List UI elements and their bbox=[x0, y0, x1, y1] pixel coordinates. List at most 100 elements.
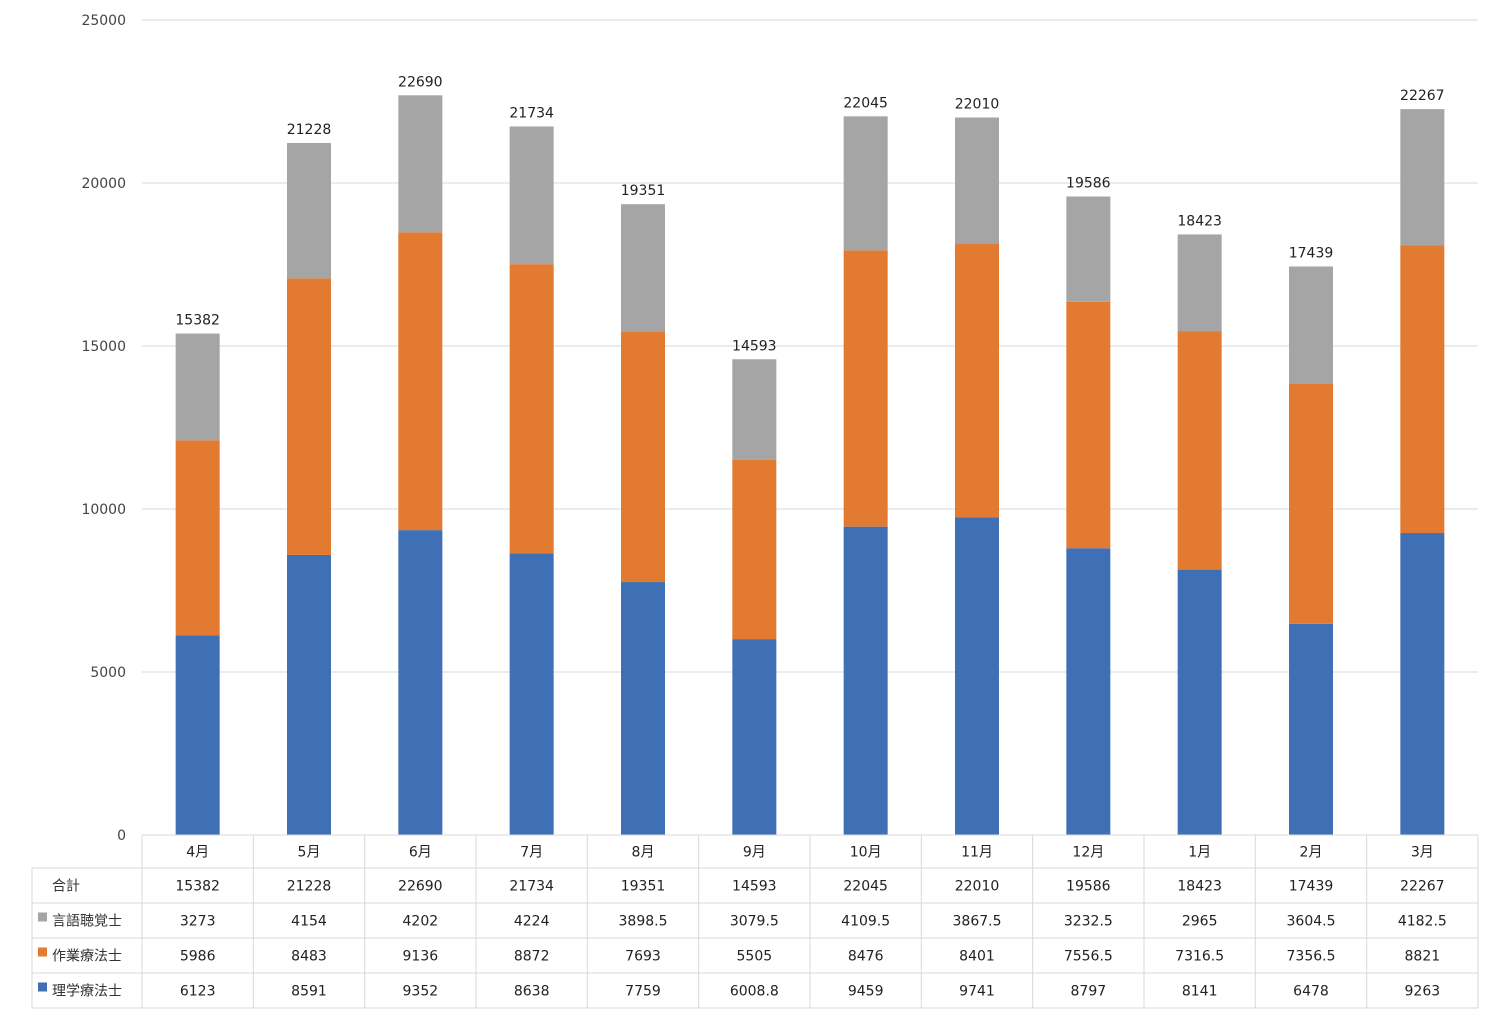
bar-segment bbox=[1289, 266, 1333, 384]
bar-segment bbox=[398, 530, 443, 835]
table-cell: 3898.5 bbox=[619, 914, 668, 930]
table-cell: 8821 bbox=[1405, 949, 1441, 965]
table-cell: 8141 bbox=[1182, 984, 1218, 1000]
table-cell: 3273 bbox=[180, 914, 216, 930]
bar-segment bbox=[1066, 196, 1111, 302]
table-row-label: 合計 bbox=[52, 879, 80, 895]
y-tick-label: 25000 bbox=[81, 13, 126, 29]
category-label: 5月 bbox=[298, 845, 321, 861]
category-label: 11月 bbox=[961, 845, 993, 861]
bar-segment bbox=[1066, 301, 1111, 549]
category-label: 2月 bbox=[1300, 845, 1323, 861]
legend-key bbox=[38, 982, 47, 992]
bar-segment bbox=[1066, 548, 1111, 835]
bars bbox=[175, 95, 1445, 835]
table-cell: 9741 bbox=[959, 984, 995, 1000]
bar-segment bbox=[955, 517, 999, 835]
table-cell: 8591 bbox=[291, 984, 327, 1000]
table-cell: 8476 bbox=[848, 949, 884, 965]
bar-segment bbox=[509, 126, 554, 265]
total-data-label: 22690 bbox=[398, 74, 443, 90]
table-cell: 8872 bbox=[514, 949, 550, 965]
total-data-label: 22045 bbox=[843, 95, 888, 111]
bar-segment bbox=[621, 331, 665, 583]
table-cell: 6008.8 bbox=[730, 984, 779, 1000]
y-axis-tick-labels: 0 5000 10000 15000 20000 25000 bbox=[81, 13, 126, 844]
table-cell: 21734 bbox=[509, 879, 554, 895]
total-data-label: 15382 bbox=[175, 313, 220, 329]
bar-segment bbox=[509, 264, 554, 554]
bar-segment bbox=[732, 459, 777, 640]
bar-segment bbox=[287, 278, 331, 555]
category-label: 7月 bbox=[520, 845, 543, 861]
table-cell: 3867.5 bbox=[953, 914, 1002, 930]
bar-segment bbox=[843, 250, 888, 527]
table-cell: 6478 bbox=[1293, 984, 1329, 1000]
table-cell: 21228 bbox=[287, 879, 332, 895]
table-cell: 8797 bbox=[1071, 984, 1107, 1000]
bar-segment bbox=[1400, 533, 1445, 835]
table-cell: 7693 bbox=[625, 949, 661, 965]
table-cell: 22045 bbox=[843, 879, 888, 895]
table-cell: 22267 bbox=[1400, 879, 1445, 895]
table-cell: 14593 bbox=[732, 879, 777, 895]
y-tick-label: 10000 bbox=[81, 502, 126, 518]
table-cell: 9263 bbox=[1405, 984, 1441, 1000]
table-cell: 2965 bbox=[1182, 914, 1218, 930]
total-data-label: 19351 bbox=[621, 183, 666, 199]
table-cell: 3232.5 bbox=[1064, 914, 1113, 930]
table-cell: 18423 bbox=[1177, 879, 1222, 895]
y-tick-label: 20000 bbox=[81, 176, 126, 192]
bar-segment bbox=[621, 582, 665, 835]
bar-segment bbox=[398, 232, 443, 531]
total-data-label: 19586 bbox=[1066, 175, 1111, 191]
table-cell: 22690 bbox=[398, 879, 443, 895]
bar-segment bbox=[621, 204, 665, 332]
table-cell: 4224 bbox=[514, 914, 550, 930]
total-data-label: 21228 bbox=[287, 122, 332, 138]
table-row-label: 言語聴覚士 bbox=[52, 914, 122, 930]
table-cell: 8483 bbox=[291, 949, 327, 965]
table-cell: 3079.5 bbox=[730, 914, 779, 930]
table-cell: 7759 bbox=[625, 984, 661, 1000]
table-cell: 19351 bbox=[621, 879, 666, 895]
table-cell: 9136 bbox=[403, 949, 439, 965]
category-label: 9月 bbox=[743, 845, 766, 861]
table-cell: 9352 bbox=[403, 984, 439, 1000]
category-label: 8月 bbox=[632, 845, 655, 861]
bar-segment bbox=[287, 142, 331, 279]
y-tick-label: 0 bbox=[117, 828, 126, 844]
total-data-label: 18423 bbox=[1177, 213, 1222, 229]
table-cell: 3604.5 bbox=[1287, 914, 1336, 930]
table-cell: 19586 bbox=[1066, 879, 1111, 895]
legend-key bbox=[38, 947, 47, 957]
gridlines bbox=[142, 19, 1478, 673]
bar-segment bbox=[1177, 569, 1222, 835]
bar-segment bbox=[175, 635, 220, 835]
total-data-label: 14593 bbox=[732, 338, 777, 354]
table-cell: 7316.5 bbox=[1175, 949, 1224, 965]
bar-segment bbox=[955, 117, 999, 244]
table-cell: 7356.5 bbox=[1287, 949, 1336, 965]
total-data-label: 17439 bbox=[1289, 245, 1334, 261]
table-cell: 17439 bbox=[1289, 879, 1334, 895]
table-cell: 5986 bbox=[180, 949, 216, 965]
bar-segment bbox=[175, 440, 220, 636]
table-cell: 8401 bbox=[959, 949, 995, 965]
table-cell: 7556.5 bbox=[1064, 949, 1113, 965]
category-label: 12月 bbox=[1072, 845, 1104, 861]
table-cell: 4154 bbox=[291, 914, 327, 930]
bar-segment bbox=[1400, 109, 1445, 246]
bar-segment bbox=[1177, 234, 1222, 332]
table-cell: 9459 bbox=[848, 984, 884, 1000]
category-label: 6月 bbox=[409, 845, 432, 861]
bar-segment bbox=[955, 243, 999, 518]
bar-segment bbox=[175, 333, 220, 441]
y-tick-label: 5000 bbox=[90, 665, 126, 681]
table-cell: 8638 bbox=[514, 984, 550, 1000]
table-cell: 5505 bbox=[737, 949, 773, 965]
bar-segment bbox=[287, 554, 331, 835]
bar-segment bbox=[843, 526, 888, 835]
